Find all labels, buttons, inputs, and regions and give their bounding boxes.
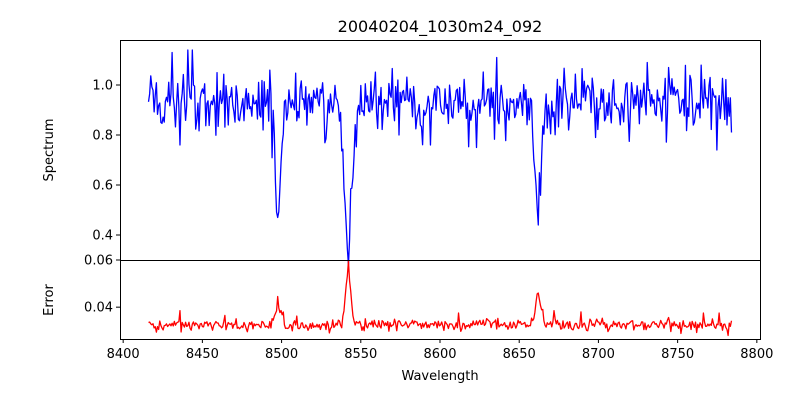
spectrum-y-tick-label: 1.0	[92, 79, 113, 94]
error-series-line	[148, 260, 733, 337]
chart-title: 20040204_1030m24_092	[338, 17, 543, 37]
x-tick-label: 8750	[661, 347, 694, 362]
error-y-axis: 0.04 0.06	[84, 254, 120, 316]
spectrum-y-axis-label: Spectrum	[42, 119, 57, 182]
x-axis-label: Wavelength	[401, 369, 478, 384]
x-tick-label: 8700	[582, 347, 615, 362]
spectrum-y-tick-label: 0.6	[92, 179, 113, 194]
x-axis: 8400 8450 8500 8550 8600 8650 8700 8750 8800	[107, 339, 773, 362]
spectrum-series-line	[147, 49, 733, 266]
x-tick-label: 8450	[186, 347, 219, 362]
error-y-tick-label: 0.06	[84, 254, 113, 269]
x-tick-label: 8500	[265, 347, 298, 362]
x-tick-label: 8800	[740, 347, 773, 362]
error-panel: 0.04 0.06 Error	[42, 254, 761, 340]
spectrum-y-tick-label: 0.8	[92, 129, 113, 144]
error-y-tick-label: 0.04	[84, 301, 113, 316]
spectrum-panel: 0.4 0.6 0.8 1.0 Spectrum	[42, 40, 761, 266]
spectrum-y-axis: 0.4 0.6 0.8 1.0	[92, 79, 120, 244]
x-tick-label: 8600	[423, 347, 456, 362]
x-tick-label: 8650	[503, 347, 536, 362]
error-y-axis-label: Error	[42, 284, 57, 316]
x-tick-label: 8400	[107, 347, 140, 362]
spectrum-y-tick-label: 0.4	[92, 229, 113, 244]
x-tick-label: 8550	[344, 347, 377, 362]
